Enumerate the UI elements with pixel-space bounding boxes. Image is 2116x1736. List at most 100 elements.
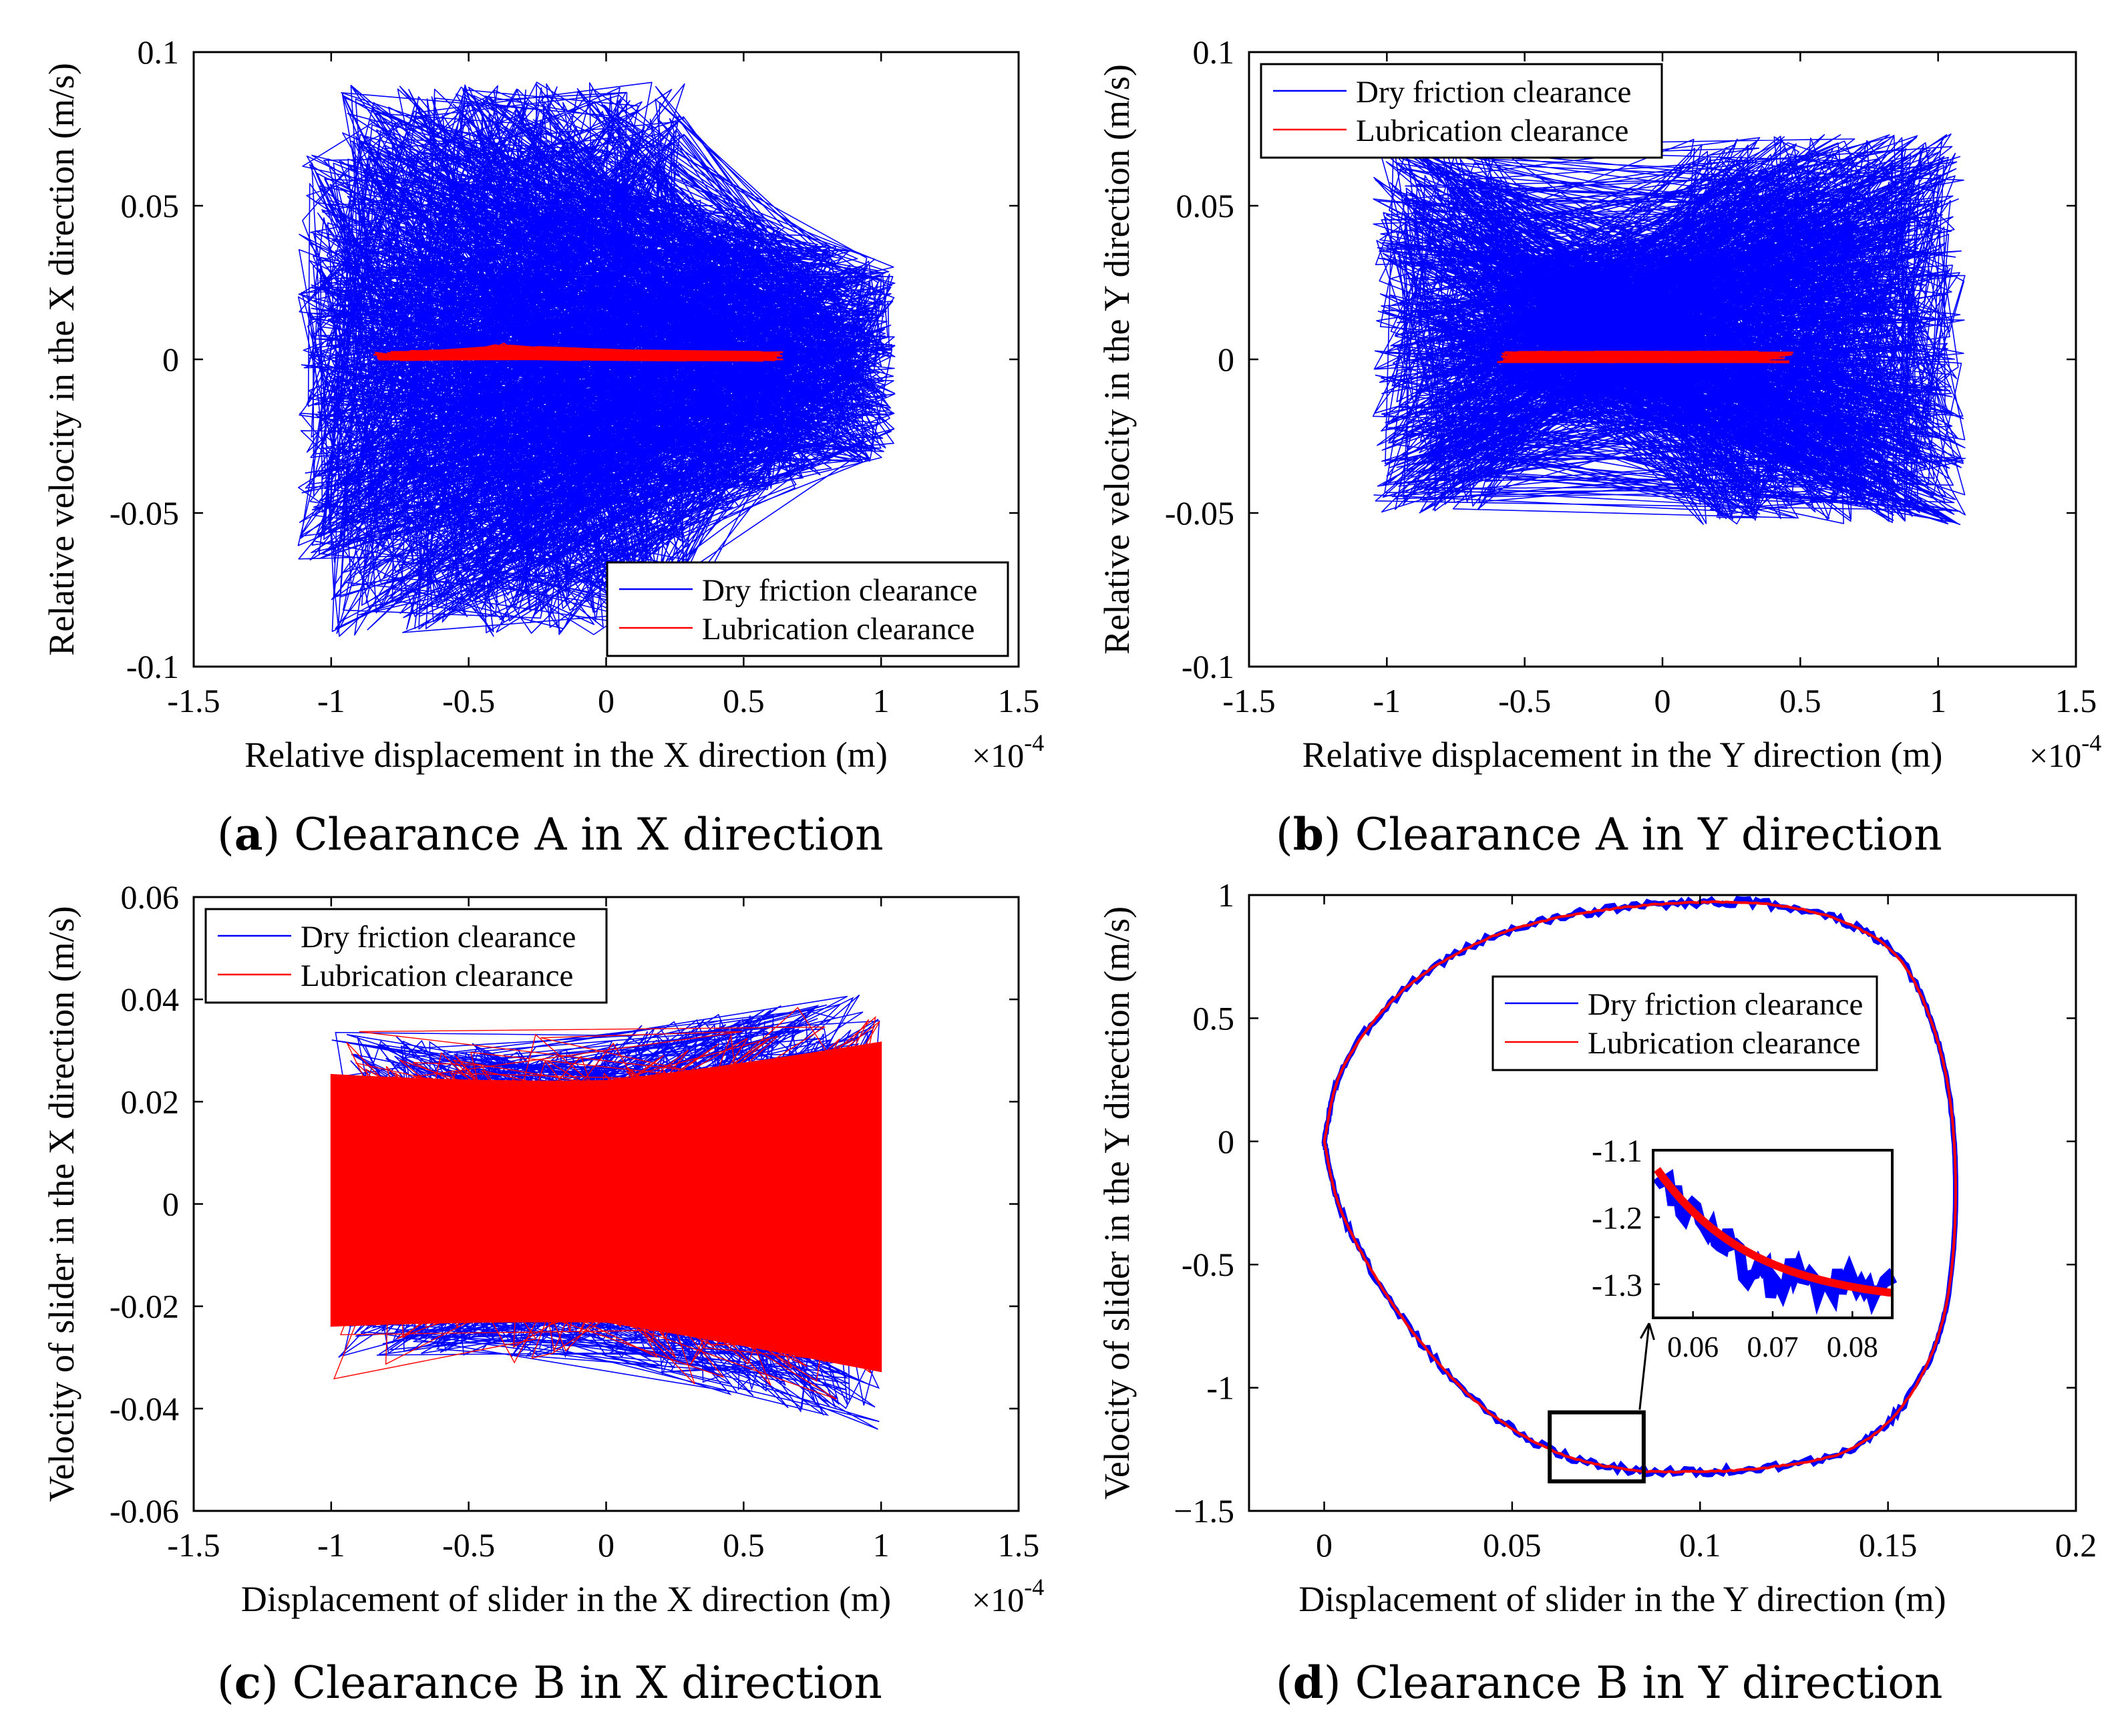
series-group-c — [330, 994, 882, 1430]
x-tick-label-c-6: 1.5 — [998, 1526, 1040, 1564]
y-tick-label-b-0: -0.1 — [1182, 648, 1234, 685]
y-tick-label-d-5: 1 — [1218, 876, 1234, 914]
x-tick-label-b-6: 1.5 — [2055, 682, 2097, 719]
legend-label-b-1: Lubrication clearance — [1356, 114, 1628, 148]
y-tick-label-c-3: 0 — [162, 1186, 179, 1223]
panel-d-chart: 0 0.05 0.1 0.15 0.2 −1.5 -1 -0.5 0 0.5 1 Displaceme… — [1097, 876, 2097, 1619]
x-axis-label-c: Displacement of slider in the X directio… — [241, 1579, 891, 1619]
x-tick-label-b-2: -0.5 — [1498, 682, 1551, 719]
caption-b-letter: b — [1292, 808, 1324, 860]
axes-frame-d — [1248, 894, 2077, 1512]
legend-label-a-1: Lubrication clearance — [702, 612, 975, 647]
inset-x-tick-label-2: 0.08 — [1827, 1331, 1878, 1363]
zoom-arrow-head — [1640, 1323, 1655, 1341]
y-tick-label-a-4: 0.1 — [138, 33, 180, 71]
y-tick-label-a-3: 0.05 — [121, 187, 180, 224]
caption-a-letter: a — [234, 808, 263, 860]
caption-d: (d) Clearance B in Y direction — [1276, 1657, 1943, 1709]
series-dry-friction-b — [1372, 133, 1966, 525]
series-lubrication-b — [1497, 350, 1794, 363]
inset-y-tick-label-2: -1.1 — [1592, 1134, 1642, 1169]
x-tick-label-b-4: 0.5 — [1779, 682, 1821, 719]
y-tick-label-a-0: -0.1 — [126, 648, 179, 685]
y-tick-label-d-3: 0 — [1218, 1123, 1234, 1160]
x-tick-label-a-5: 1 — [873, 682, 890, 719]
y-tick-label-c-6: 0.06 — [121, 878, 180, 916]
x-tick-label-d-1: 0.05 — [1483, 1526, 1542, 1564]
inset-series-lubrication-d — [1654, 1167, 1893, 1297]
x-tick-label-d-0: 0 — [1316, 1526, 1333, 1564]
legend-label-c-1: Lubrication clearance — [301, 959, 573, 993]
y-tick-label-c-5: 0.04 — [121, 981, 180, 1018]
legend-label-a-0: Dry friction clearance — [702, 573, 977, 608]
x-tick-label-a-0: -1.5 — [167, 682, 220, 719]
y-tick-label-b-3: 0.05 — [1176, 187, 1235, 224]
series-lubrication-a — [373, 342, 783, 362]
x-tick-label-a-4: 0.5 — [723, 682, 765, 719]
x-axis-label-b: Relative displacement in the Y direction… — [1302, 735, 1943, 775]
caption-b: (b) Clearance A in Y direction — [1276, 808, 1942, 860]
inset-series-dry-friction-d — [1652, 1169, 1898, 1315]
x-axis-label-d: Displacement of slider in the Y directio… — [1298, 1579, 1946, 1619]
x-tick-label-b-5: 1 — [1930, 682, 1946, 719]
x-tick-label-b-0: -1.5 — [1222, 682, 1275, 719]
zoom-arrow-line — [1638, 1323, 1650, 1410]
series-lubrication-d — [1322, 900, 1957, 1474]
caption-d-text: Clearance B in Y direction — [1355, 1657, 1943, 1709]
caption-d-letter: d — [1292, 1657, 1324, 1709]
panel-a-chart: -1.5 -1 -0.5 0 0.5 1 1.5 -0.1 -0.05 0 0.05 0.1 Relat… — [41, 33, 1044, 775]
series-group-b — [1372, 133, 1966, 525]
series-group-a — [297, 81, 896, 637]
caption-c-letter: c — [234, 1657, 261, 1709]
y-tick-label-b-2: 0 — [1218, 341, 1234, 378]
legend-a — [606, 561, 1009, 657]
x-axis-label-a: Relative displacement in the X direction… — [244, 735, 888, 775]
panel-b-chart: -1.5 -1 -0.5 0 0.5 1 1.5 -0.1 -0.05 0 0.05 0.1 Relat… — [1097, 33, 2101, 775]
y-tick-label-a-2: 0 — [162, 341, 179, 378]
x-tick-label-b-3: 0 — [1654, 682, 1671, 719]
x-multiplier-a: ×10-4 — [972, 729, 1044, 774]
x-tick-label-d-2: 0.1 — [1679, 1526, 1721, 1564]
inset-y-tick-label-1: -1.2 — [1592, 1200, 1642, 1236]
series-lubrication-c — [331, 1007, 880, 1400]
caption-a-text: Clearance A in X direction — [294, 809, 884, 860]
x-tick-label-c-0: -1.5 — [167, 1526, 220, 1564]
legend-d — [1491, 975, 1878, 1071]
zoom-box-d — [1548, 1410, 1646, 1484]
caption-a: (a) Clearance A in X direction — [217, 808, 884, 860]
x-tick-label-a-1: -1 — [317, 682, 345, 719]
x-multiplier-b: ×10-4 — [2029, 729, 2101, 774]
x-tick-label-d-4: 0.2 — [2055, 1526, 2097, 1564]
y-tick-label-b-1: -0.05 — [1165, 494, 1234, 532]
y-tick-label-d-2: -0.5 — [1182, 1246, 1234, 1283]
legend-label-d-0: Dry friction clearance — [1588, 987, 1863, 1022]
y-tick-label-c-1: -0.04 — [110, 1390, 179, 1427]
x-tick-label-a-2: -0.5 — [442, 682, 495, 719]
caption-b-text: Clearance A in Y direction — [1355, 809, 1942, 860]
y-axis-label-d: Velocity of slider in the Y direction (m… — [1097, 906, 1137, 1500]
caption-c: (c) Clearance B in X direction — [217, 1657, 882, 1709]
panel-c-chart: -1.5 -1 -0.5 0 0.5 1 1.5 -0.06 -0.04 -0.02 0 0.02 0.… — [41, 878, 1044, 1619]
inset-x-tick-label-1: 0.07 — [1747, 1331, 1799, 1363]
legend-c — [204, 908, 608, 1004]
y-tick-label-b-4: 0.1 — [1193, 33, 1235, 71]
x-tick-label-c-3: 0 — [598, 1526, 614, 1564]
caption-c-text: Clearance B in X direction — [292, 1657, 882, 1709]
inset-x-tick-label-0: 0.06 — [1667, 1331, 1719, 1363]
legend-label-d-1: Lubrication clearance — [1588, 1026, 1860, 1061]
y-axis-label-b: Relative velocity in the Y direction (m/… — [1097, 64, 1137, 655]
x-tick-label-b-1: -1 — [1373, 682, 1401, 719]
x-tick-label-a-3: 0 — [598, 682, 614, 719]
x-tick-label-c-4: 0.5 — [723, 1526, 765, 1564]
x-tick-label-a-6: 1.5 — [998, 682, 1040, 719]
y-tick-label-d-1: -1 — [1206, 1369, 1234, 1407]
series-dry-friction-a — [297, 81, 896, 637]
x-multiplier-c: ×10-4 — [972, 1574, 1044, 1618]
x-tick-label-c-2: -0.5 — [442, 1526, 495, 1564]
x-tick-label-d-3: 0.15 — [1859, 1526, 1918, 1564]
y-tick-label-d-4: 0.5 — [1193, 999, 1235, 1037]
inset-y-tick-label-0: -1.3 — [1592, 1268, 1642, 1303]
y-axis-label-a: Relative velocity in the X direction (m/… — [41, 63, 81, 656]
legend-label-b-0: Dry friction clearance — [1356, 75, 1631, 110]
